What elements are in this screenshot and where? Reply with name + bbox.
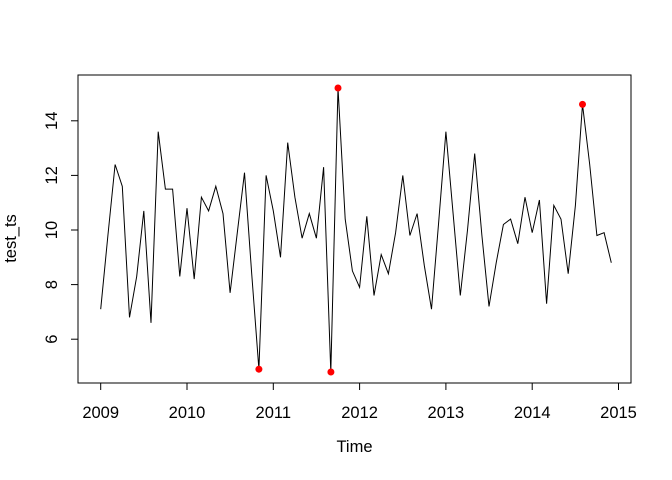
outlier-markers-group (255, 84, 586, 376)
x-tick-label: 2014 (514, 404, 551, 422)
series-line-test_ts (100, 87, 612, 373)
series-line-group (100, 87, 612, 373)
x-tick-label: 2013 (428, 404, 465, 422)
outlier-point (327, 368, 335, 376)
x-tick-label: 2012 (341, 404, 378, 422)
x-tick-label: 2009 (82, 404, 119, 422)
outlier-point (255, 365, 263, 373)
outlier-point (579, 100, 586, 108)
y-tick-label: 14 (43, 112, 61, 130)
y-axis-ticks: 6 8 10 12 14 (43, 112, 78, 344)
x-axis-title: Time (336, 438, 372, 456)
outlier-point (334, 84, 342, 92)
x-tick-label: 2011 (256, 404, 291, 422)
y-tick-label: 10 (43, 221, 61, 239)
plot-box-border (77, 74, 632, 384)
y-tick-label: 12 (43, 166, 61, 184)
x-axis-ticks: 2009 2010 2011 2012 2013 2014 2015 (82, 383, 637, 422)
y-tick-label: 6 (43, 335, 61, 344)
y-axis-title: test_ts (2, 214, 20, 263)
x-tick-label: 2010 (169, 404, 206, 422)
y-tick-label: 8 (43, 280, 61, 289)
x-tick-label: 2015 (600, 404, 637, 422)
